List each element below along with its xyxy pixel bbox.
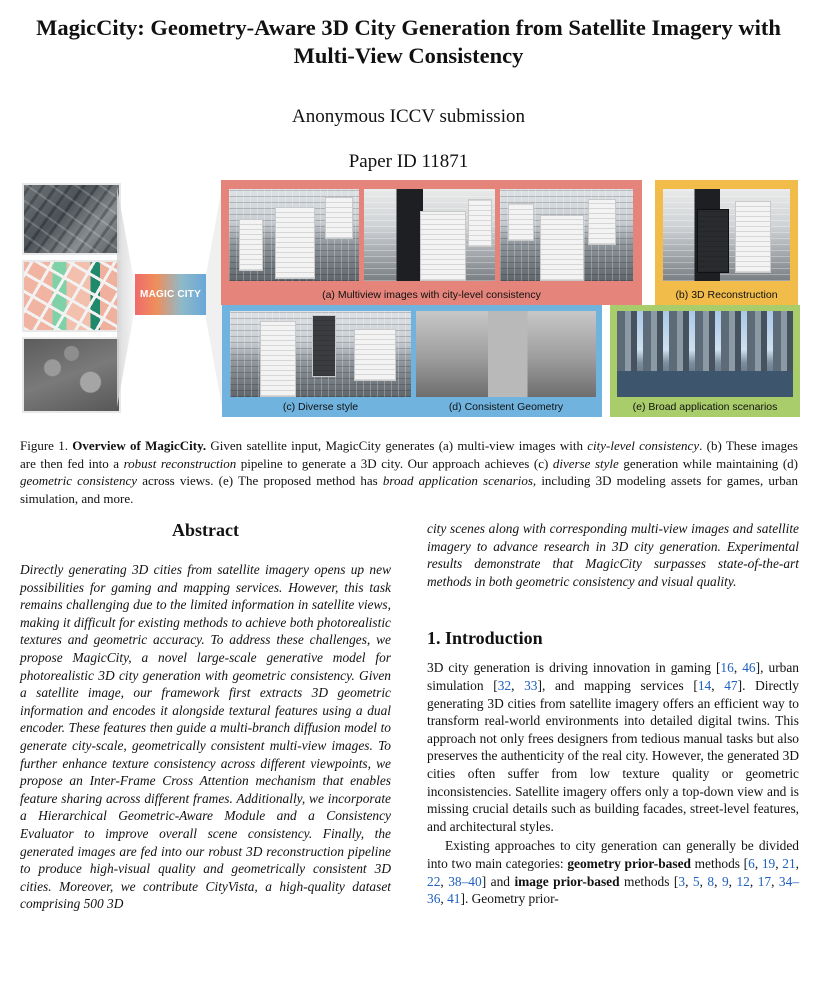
intro-text: methods [ (690, 855, 749, 871)
intro-text: , (440, 873, 449, 889)
reconstruction-image (663, 189, 790, 281)
caption-emph: city-level consistency (587, 438, 700, 453)
multiview-image-2 (364, 189, 495, 281)
citation-link[interactable]: 14 (697, 677, 712, 693)
intro-text: ], and mapping services [ (537, 677, 698, 693)
intro-text: ], urban simulation [ (427, 660, 799, 693)
intro-text: ]. Geometry prior- (460, 891, 559, 907)
caption-emph: robust reconstruction (123, 455, 237, 471)
caption-b: (b) 3D Reconstruction (675, 289, 778, 301)
citation-link[interactable]: 5 (692, 873, 700, 889)
citation-link[interactable]: 33 (524, 677, 538, 693)
introduction-paragraph-2: Existing approaches to city generation c… (427, 837, 799, 907)
intro-text: ] and (481, 873, 515, 889)
caption-emph: diverse style (552, 455, 619, 471)
intro-text: Existing approaches to city generation c… (427, 838, 799, 871)
intro-text: , (775, 855, 783, 871)
citation-link[interactable]: 9 (721, 873, 729, 889)
citation-link[interactable]: 34–36 (427, 873, 800, 907)
intro-text: , (714, 873, 722, 889)
abstract-text-continued: city scenes along with corresponding mul… (427, 521, 799, 589)
paper-id: Paper ID 11871 (348, 151, 469, 172)
intro-text: 3D city generation is driving innovation… (427, 660, 721, 676)
multiview-image-3 (500, 189, 633, 281)
caption-text: , including 3D modeling assets for games… (20, 473, 798, 506)
introduction-paragraph-1: 3D city generation is driving innovation… (427, 659, 799, 835)
intro-text: , (440, 891, 448, 907)
abstract-text: Directly generating 3D cities from satel… (20, 562, 391, 912)
intro-text: , (728, 873, 737, 889)
citation-link[interactable]: 12 (736, 873, 750, 889)
caption-text: pipeline to generate a 3D city. Our appr… (236, 455, 553, 471)
applications-image (617, 311, 793, 397)
citation-link[interactable]: 19 (761, 855, 776, 871)
figure-label: Figure 1. (20, 438, 68, 453)
citation-link[interactable]: 41 (447, 891, 461, 907)
author-line: Anonymous ICCV submission (292, 106, 525, 127)
citation-link[interactable]: 8 (707, 873, 715, 889)
intro-text: , (511, 677, 525, 693)
panel-applications: (e) Broad application scenarios (610, 305, 800, 417)
paper-title-line-2: Multi-View Consistency (293, 43, 524, 68)
output-beam (206, 187, 222, 407)
panel-reconstruction: (b) 3D Reconstruction (655, 180, 798, 305)
citation-link[interactable]: 22 (427, 873, 441, 889)
diverse-style-image (230, 311, 411, 397)
intro-text: methods [ (619, 873, 679, 889)
intro-text: , (733, 660, 743, 676)
paper-title: MagicCity: Geometry-Aware 3D City Genera… (20, 14, 797, 70)
abstract-heading: Abstract (172, 520, 239, 540)
caption-d: (d) Consistent Geometry (448, 401, 564, 413)
citation-link[interactable]: 32 (497, 677, 512, 693)
caption-text: . (b) These images are then fed into a (20, 438, 798, 471)
left-column: Abstract Directly generating 3D cities f… (20, 520, 391, 913)
intro-text: , (795, 855, 800, 871)
citation-link[interactable]: 46 (742, 660, 756, 676)
caption-text: Given satellite input, MagicCity generat… (206, 438, 588, 453)
right-column: city scenes along with corresponding mul… (427, 520, 799, 908)
consistent-geometry-image (416, 311, 596, 397)
panel-multiview: (a) Multiview images with city-level con… (221, 180, 642, 305)
overview-figure: MAGIC CITY (a) Multiview images with cit… (0, 177, 817, 420)
caption-c: (c) Diverse style (282, 401, 359, 413)
intro-text: , (699, 873, 708, 889)
caption-e: (e) Broad application scenarios (632, 401, 778, 413)
citation-link[interactable]: 38–40 (448, 873, 482, 889)
intro-bold: geometry prior-based (567, 855, 691, 871)
citation-link[interactable]: 47 (724, 677, 738, 693)
intro-text: , (711, 677, 725, 693)
satellite-image-rgb (22, 183, 121, 255)
figure-caption: Figure 1. Overview of MagicCity. Given s… (20, 437, 798, 507)
citation-link[interactable]: 21 (782, 855, 796, 871)
input-beam (117, 187, 135, 407)
multiview-image-1 (229, 189, 359, 281)
intro-text: , (685, 873, 693, 889)
figure-caption-bold: Overview of MagicCity. (72, 438, 207, 453)
caption-a: (a) Multiview images with city-level con… (322, 289, 541, 301)
intro-text: , (754, 855, 762, 871)
caption-text: across views. (e) The proposed method ha… (137, 473, 383, 488)
caption-emph: broad application scenarios (382, 473, 533, 488)
citation-link[interactable]: 16 (720, 660, 734, 676)
intro-text: , (771, 873, 779, 889)
introduction-heading: 1. Introduction (427, 628, 543, 649)
citation-link[interactable]: 3 (678, 873, 686, 889)
intro-text: , (749, 873, 758, 889)
satellite-image-height-map (22, 337, 121, 413)
citation-link[interactable]: 6 (748, 855, 755, 871)
citation-link[interactable]: 17 (757, 873, 772, 889)
magiccity-logo: MAGIC CITY (135, 274, 206, 315)
panel-style-geometry: (c) Diverse style (d) Consistent Geometr… (222, 305, 602, 417)
satellite-image-segmentation (22, 260, 121, 332)
intro-text: ]. Directly generating 3D cities from sa… (427, 677, 799, 834)
paper-title-line-1: MagicCity: Geometry-Aware 3D City Genera… (36, 15, 781, 40)
caption-text: generation while maintaining (d) (618, 455, 798, 471)
intro-bold: image prior-based (514, 873, 620, 889)
caption-emph: geometric consistency (20, 473, 138, 488)
